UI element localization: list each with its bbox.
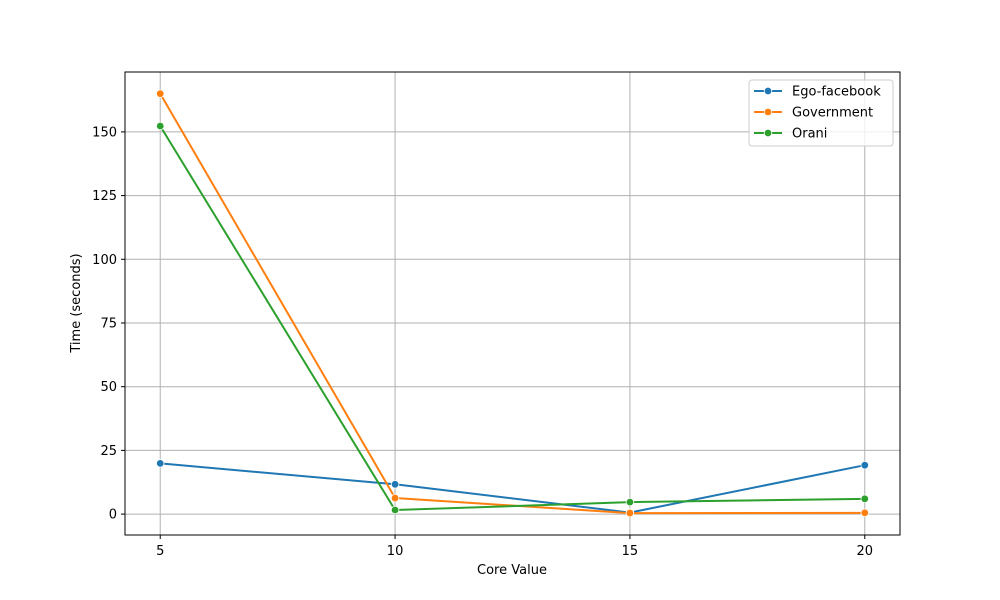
plot-background — [125, 72, 900, 535]
y-tick-label: 50 — [100, 380, 117, 395]
legend-item-orani: Orani — [754, 127, 827, 142]
y-tick-label: 125 — [92, 189, 117, 204]
legend-label: Government — [792, 106, 873, 121]
data-point-orani — [156, 121, 165, 131]
legend-swatch-marker — [763, 107, 773, 117]
legend: Ego-facebook Government Orani — [748, 79, 894, 147]
data-point-government — [156, 89, 165, 98]
series-orani — [156, 121, 869, 515]
data-point-ego-facebook — [860, 460, 869, 470]
y-tick-label: 150 — [92, 125, 117, 140]
y-axis-ticks: 0 25 50 75 100 125 150 — [92, 125, 125, 523]
y-axis-label: Time (seconds) — [69, 253, 84, 353]
data-point-orani — [625, 497, 635, 507]
x-tick-label: 10 — [387, 544, 404, 559]
y-tick-label: 100 — [92, 253, 117, 268]
legend-item-government: Government — [754, 106, 873, 121]
x-axis-label: Core Value — [477, 563, 547, 578]
legend-swatch-marker — [763, 86, 773, 96]
data-point-government — [390, 493, 400, 503]
x-tick-label: 5 — [156, 544, 164, 559]
data-point-orani — [390, 505, 400, 515]
legend-label: Orani — [792, 127, 827, 142]
legend-box — [748, 79, 894, 147]
series-layer — [156, 89, 869, 518]
x-tick-label: 15 — [622, 544, 639, 559]
data-point-ego-facebook — [156, 459, 165, 468]
series-line-orani — [159, 125, 865, 512]
legend-label: Ego-facebook — [792, 85, 881, 100]
data-point-orani — [860, 494, 869, 504]
y-tick-label: 75 — [100, 316, 117, 331]
x-axis-ticks: 5 10 15 20 — [156, 535, 873, 559]
data-point-government — [860, 508, 869, 518]
y-tick-label: 25 — [100, 444, 117, 459]
data-point-government — [625, 508, 635, 518]
legend-item-ego-facebook: Ego-facebook — [754, 85, 881, 100]
series-line-ego-facebook — [160, 462, 865, 514]
data-point-ego-facebook — [390, 480, 400, 489]
y-tick-label: 0 — [109, 508, 117, 523]
x-tick-label: 20 — [856, 544, 873, 559]
legend-swatch-marker — [763, 128, 773, 138]
plot-frame — [124, 71, 901, 536]
